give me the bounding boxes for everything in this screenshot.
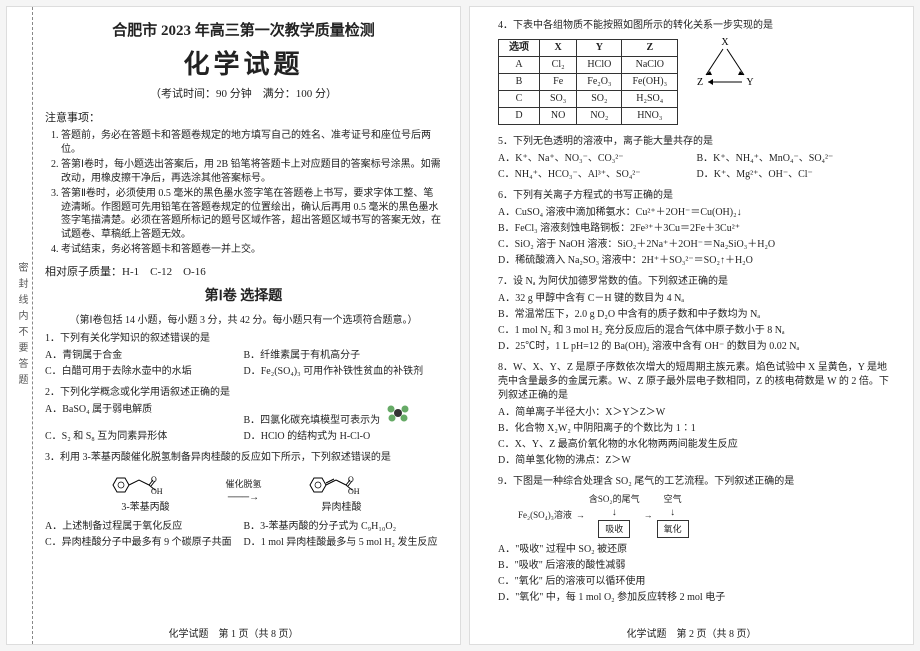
phenylpropionic-acid-icon: O OH [105,470,185,500]
q8-opt-a: A．简单离子半径大小：X＞Y＞Z＞W [498,405,895,421]
atomic-mass-line: 相对原子质量：H-1 C-12 O-16 [45,263,442,279]
q8-opt-d: D．简单氢化物的沸点：Z＞W [498,453,895,469]
q3-reactant: O OH 3-苯基丙酸 [105,469,185,515]
q9-opt-c: C．"氧化" 后的溶液可以循环使用 [498,574,895,590]
tri-x-label: X [721,37,729,48]
binding-strip: 密封线内不要答题 [11,7,33,644]
q5-opt-a: A．K⁺、Na⁺、NO₃⁻、CO₃²⁻ [498,151,697,167]
q2-opt-a: A．BaSO₄ 属于弱电解质 [45,402,244,429]
q9-source-label: Fe₂(SO₄)₃溶液 [518,509,572,522]
q6-opt-a: A．CuSO₄ 溶液中滴加稀氨水：Cu²⁺＋2OH⁻＝Cu(OH)₂↓ [498,205,895,221]
q9-opt-a: A．"吸收" 过程中 SO₂ 被还原 [498,542,895,558]
q3-reactant-label: 3-苯基丙酸 [105,501,185,515]
question-8: 8．W、X、Y、Z 是原子序数依次增大的短周期主族元素。焰色试验中 X 呈黄色，… [498,361,895,469]
notice-item: 答题前，务必在答题卡和答题卷规定的地方填写自己的姓名、准考证号和座位号后两位。 [61,129,442,156]
ccl4-model-icon [383,403,413,423]
q4-col-opt: 选项 [499,40,540,57]
q4-col-z: Z [622,40,678,57]
q4-col-y: Y [577,40,622,57]
question-1: 1．下列有关化学知识的叙述错误的是 A．青铜属于合金 B．纤维素属于有机高分子 … [45,332,442,380]
part1-heading: 第Ⅰ卷 选择题 [45,285,442,305]
q4-table: 选项 X Y Z ACl₂HClONaClO BFeFe₂O₃Fe(OH)₃ C… [498,39,678,125]
question-9: 9．下图是一种综合处理含 SO₂ 尾气的工艺流程。下列叙述正确的是 Fe₂(SO… [498,475,895,606]
q9-opt-b: B．"吸收" 后溶液的酸性减弱 [498,558,895,574]
q3-stem: 3．利用 3-苯基丙酸催化脱氢制备异肉桂酸的反应如下所示，下列叙述错误的是 [45,451,442,465]
q8-opt-b: B．化合物 X₂W₂ 中阴阳离子的个数比为 1∶1 [498,421,895,437]
q4-col-x: X [540,40,577,57]
page-1: 密封线内不要答题 合肥市 2023 年高三第一次教学质量检测 化学试题 （考试时… [6,6,461,645]
tri-y-label: Y [746,77,753,88]
q1-opt-b: B．纤维素属于有机高分子 [244,348,443,364]
table-row: CSO₃SO₂H₂SO₄ [499,91,678,108]
question-3: 3．利用 3-苯基丙酸催化脱氢制备异肉桂酸的反应如下所示，下列叙述错误的是 O … [45,451,442,551]
q7-stem: 7．设 Nₐ 为阿伏加德罗常数的值。下列叙述正确的是 [498,275,895,289]
q7-opt-d: D．25℃时，1 L pH=12 的 Ba(OH)₂ 溶液中含有 OH⁻ 的数目… [498,339,895,355]
q3-opt-c: C．异肉桂酸分子中最多有 9 个碳原子共面 [45,535,244,551]
q3-product: O OH 异肉桂酸 [302,469,382,515]
q6-opt-d: D．稀硫酸滴入 Na₂SO₃ 溶液中：2H⁺＋SO₃²⁻＝SO₂↑＋H₂O [498,253,895,269]
subject-title: 化学试题 [45,44,442,81]
notice-heading: 注意事项： [45,109,442,125]
question-7: 7．设 Nₐ 为阿伏加德罗常数的值。下列叙述正确的是 A．32 g 甲醇中含有 … [498,275,895,355]
page-footer-left: 化学试题 第 1 页（共 8 页） [7,625,460,640]
q2-opt-c: C．S₂ 和 S₈ 互为同素异形体 [45,429,244,445]
notice-item: 答第Ⅰ卷时，每小题选出答案后，用 2B 铅笔将答题卡上对应题目的答案标号涂黑。如… [61,158,442,185]
question-5: 5．下列无色透明的溶液中，离子能大量共存的是 A．K⁺、Na⁺、NO₃⁻、CO₃… [498,135,895,183]
q8-opt-c: C．X、Y、Z 最高价氧化物的水化物两两间能发生反应 [498,437,895,453]
q4-stem: 4．下表中各组物质不能按照如图所示的转化关系一步实现的是 [498,19,895,33]
q1-opt-a: A．青铜属于合金 [45,348,244,364]
q3-opt-a: A．上述制备过程属于氧化反应 [45,519,244,535]
exam-subtitle: （考试时间：90 分钟 满分：100 分） [45,85,442,101]
q9-stem: 9．下图是一种综合处理含 SO₂ 尾气的工艺流程。下列叙述正确的是 [498,475,895,489]
q9-gas2-label: 空气 [664,493,682,506]
table-row: ACl₂HClONaClO [499,57,678,74]
exam-header: 合肥市 2023 年高三第一次教学质量检测 [45,19,442,40]
table-row: BFeFe₂O₃Fe(OH)₃ [499,74,678,91]
question-4: 4．下表中各组物质不能按照如图所示的转化关系一步实现的是 选项 X Y Z AC… [498,19,895,129]
table-row: DNONO₂HNO₃ [499,108,678,125]
page-footer-right: 化学试题 第 2 页（共 8 页） [470,625,913,640]
q3-opt-b: B．3-苯基丙酸的分子式为 C₉H₁₀O₂ [244,519,443,535]
tri-z-label: Z [697,77,703,88]
q5-stem: 5．下列无色透明的溶液中，离子能大量共存的是 [498,135,895,149]
q5-opt-b: B．K⁺、NH₄⁺、MnO₄⁻、SO₄²⁻ [697,151,896,167]
q8-stem: 8．W、X、Y、Z 是原子序数依次增大的短周期主族元素。焰色试验中 X 呈黄色，… [498,361,895,403]
q4-triangle-diagram: X Z Y [690,35,760,95]
question-6: 6．下列有关离子方程式的书写正确的是 A．CuSO₄ 溶液中滴加稀氨水：Cu²⁺… [498,189,895,269]
notice-list: 答题前，务必在答题卡和答题卷规定的地方填写自己的姓名、准考证号和座位号后两位。 … [45,129,442,257]
page-2: 4．下表中各组物质不能按照如图所示的转化关系一步实现的是 选项 X Y Z AC… [469,6,914,645]
q3-product-label: 异肉桂酸 [302,501,382,515]
q5-opt-c: C．NH₄⁺、HCO₃⁻、Al³⁺、SO₄²⁻ [498,167,697,183]
q3-arrow: 催化脱氢 ───→ [225,478,261,505]
q7-opt-a: A．32 g 甲醇中含有 C－H 键的数目为 4 Nₐ [498,291,895,307]
notice-item: 答第Ⅱ卷时，必须使用 0.5 毫米的黑色墨水签字笔在答题卷上书写，要求字体工整、… [61,187,442,241]
q2-opt-b: B．四氯化碳充填模型可表示为 [244,402,443,429]
question-2: 2．下列化学概念或化学用语叙述正确的是 A．BaSO₄ 属于弱电解质 B．四氯化… [45,386,442,445]
q9-opt-d: D．"氧化" 中，每 1 mol O₂ 参加反应转移 2 mol 电子 [498,590,895,606]
q2-stem: 2．下列化学概念或化学用语叙述正确的是 [45,386,442,400]
q6-opt-b: B．FeCl₃ 溶液刻蚀电路铜板：2Fe³⁺＋3Cu＝2Fe＋3Cu²⁺ [498,221,895,237]
q1-opt-c: C．白醋可用于去除水壶中的水垢 [45,364,244,380]
q5-opt-d: D．K⁺、Mg²⁺、OH⁻、Cl⁻ [697,167,896,183]
q7-opt-c: C．1 mol N₂ 和 3 mol H₂ 充分反应后的混合气体中原子数小于 8… [498,323,895,339]
q1-opt-d: D．Fe₂(SO₄)₃ 可用作补铁性贫血的补铁剂 [244,364,443,380]
q2-opt-d: D．HClO 的结构式为 H-Cl-O [244,429,443,445]
q9-gas1-label: 含SO₂的尾气 [589,493,640,506]
q3-opt-d: D．1 mol 异肉桂酸最多与 5 mol H₂ 发生反应 [244,535,443,551]
q1-stem: 1．下列有关化学知识的叙述错误的是 [45,332,442,346]
q6-stem: 6．下列有关离子方程式的书写正确的是 [498,189,895,203]
q9-oxidize-box: 氧化 [657,520,689,539]
q9-absorb-box: 吸收 [598,520,630,539]
q9-flow-diagram: Fe₂(SO₄)₃溶液 → 含SO₂的尾气 ↓ 吸收 → 空气 ↓ 氧化 [518,493,895,538]
q6-opt-c: C．SiO₂ 溶于 NaOH 溶液：SiO₂＋2Na⁺＋2OH⁻＝Na₂SiO₃… [498,237,895,253]
part1-instruction: （第Ⅰ卷包括 14 小题，每小题 3 分，共 42 分。每小题只有一个选项符合题… [45,311,442,326]
notice-item: 考试结束，务必将答题卡和答题卷一并上交。 [61,243,442,257]
isocinnamic-acid-icon: O OH [302,470,382,500]
q7-opt-b: B．常温常压下，2.0 g D₂O 中含有的质子数和中子数均为 Nₐ [498,307,895,323]
